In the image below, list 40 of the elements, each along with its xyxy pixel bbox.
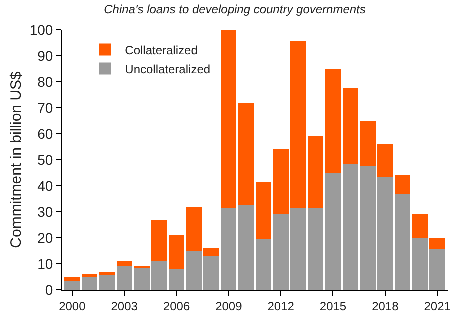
bar: [238, 206, 254, 290]
x-tick-label: 2018: [372, 299, 400, 314]
bar: [256, 182, 272, 240]
bar: [64, 277, 80, 281]
bar: [238, 102, 254, 206]
x-tick-label: 2021: [424, 299, 452, 314]
bar: [394, 194, 411, 290]
x-tick-label: 2006: [163, 299, 190, 314]
y-tick-label: 0: [45, 282, 54, 298]
y-tick-label: 10: [38, 256, 54, 272]
y-tick-label: 70: [38, 100, 54, 116]
legend-label: Uncollateralized: [125, 62, 211, 76]
x-tick-label: 2012: [268, 299, 295, 314]
x-tick-label: 2000: [59, 299, 86, 314]
legend-label: Collateralized: [125, 43, 198, 58]
y-tick-label: 90: [38, 48, 54, 64]
bar: [168, 269, 185, 290]
y-tick-label: 60: [38, 126, 54, 142]
bar: [168, 235, 185, 270]
bar: [325, 173, 342, 290]
bar: [99, 276, 116, 290]
x-tick-label: 2015: [320, 299, 347, 314]
bar: [394, 176, 411, 194]
bar: [430, 238, 446, 250]
y-tick-label: 20: [38, 230, 54, 246]
bar: [256, 239, 272, 290]
x-tick-label: 2003: [111, 299, 138, 314]
y-tick-label: 50: [38, 152, 54, 168]
bar: [152, 220, 168, 262]
y-tick-label: 80: [38, 74, 54, 90]
bar: [325, 69, 342, 173]
chart-title: China's loans to developing country governments: [104, 2, 366, 16]
y-tick-label: 30: [38, 204, 54, 220]
bar: [82, 274, 98, 277]
bar: [412, 214, 428, 238]
y-tick-label: 40: [38, 178, 54, 194]
y-axis-title: Commitment in billion US$: [8, 70, 26, 248]
bar: [221, 30, 237, 208]
y-tick-label: 100: [30, 22, 54, 38]
x-tick-label: 2009: [216, 299, 243, 314]
